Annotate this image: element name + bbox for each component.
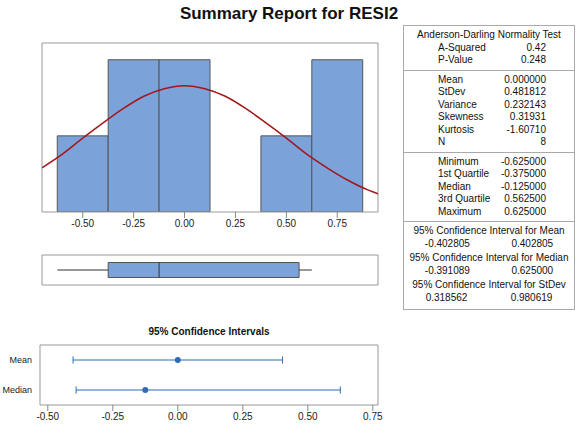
html-text:-0.391089: -0.391089 (424, 264, 470, 276)
html-text:StDev: StDev (438, 86, 466, 97)
html-text:0.248: 0.248 (521, 54, 546, 65)
html-text:A-Squared: A-Squared (438, 41, 486, 53)
html-text:Variance: Variance (438, 98, 477, 110)
html-text:95% Confidence Interval for St: 95% Confidence Interval for StDev (412, 279, 566, 290)
html-text:0.31931: 0.31931 (509, 111, 546, 122)
svg-text:0.00: 0.00 (175, 218, 195, 229)
svg-text:-0.50: -0.50 (36, 411, 59, 422)
svg-text:0.25: 0.25 (233, 411, 253, 422)
svg-text:0.75: 0.75 (363, 411, 383, 422)
svg-text:0.25: 0.25 (226, 218, 246, 229)
html-text:0.481812: 0.481812 (504, 86, 546, 97)
html-text:-0.625000: -0.625000 (501, 155, 546, 167)
html-text:Mean: Mean (438, 73, 463, 85)
html-text:-0.375000: -0.375000 (501, 168, 546, 179)
html-text:0.402805: 0.402805 (511, 237, 554, 249)
html-text:Kurtosis: Kurtosis (438, 123, 475, 135)
html-text:-0.125000: -0.125000 (501, 180, 546, 192)
svg-text:Median: Median (8, 385, 32, 395)
html-text:3rd Quartile: 3rd Quartile (438, 193, 491, 204)
html-text:8: 8 (540, 136, 546, 147)
html-text:0.42: 0.42 (526, 41, 546, 53)
svg-text:0.75: 0.75 (328, 218, 348, 229)
html-text:Minimum: Minimum (438, 155, 479, 167)
html-text:Skewness: Skewness (438, 111, 484, 122)
html-text:-1.60710: -1.60710 (506, 123, 546, 135)
html-text:0.562500: 0.562500 (504, 193, 546, 204)
html-text:P-Value: P-Value (438, 54, 473, 65)
svg-text:0.50: 0.50 (298, 411, 318, 422)
html-text:95% Confidence Interval for Me: 95% Confidence Interval for Mean (413, 225, 565, 236)
html-text:Summary Report for RESI2: Summary Report for RESI2 (179, 4, 399, 23)
html-text:Anderson-Darling Normality Tes: Anderson-Darling Normality Test (417, 29, 561, 40)
svg-text:-0.25: -0.25 (101, 411, 124, 422)
html-text:N: N (438, 136, 446, 147)
html-text:95% Confidence Intervals: 95% Confidence Intervals (148, 326, 270, 337)
svg-text:-0.50: -0.50 (71, 218, 94, 229)
svg-text:Mean: Mean (9, 355, 32, 365)
html-text:0.625000: 0.625000 (511, 264, 554, 276)
svg-text:0.50: 0.50 (277, 218, 297, 229)
html-text:0.980619: 0.980619 (510, 291, 553, 303)
html-text:1st Quartile: 1st Quartile (438, 168, 490, 179)
html-text:95% Confidence Interval for Me: 95% Confidence Interval for Median (409, 252, 569, 263)
svg-text:0.00: 0.00 (168, 411, 188, 422)
svg-text:-0.25: -0.25 (122, 218, 145, 229)
html-text:0.318562: 0.318562 (425, 291, 468, 303)
html-text:Median: Median (438, 180, 471, 192)
html-text:Maximum: Maximum (438, 205, 482, 217)
html-text:0.625000: 0.625000 (504, 205, 546, 217)
html-text:0.000000: 0.000000 (504, 73, 546, 85)
html-text:-0.402805: -0.402805 (424, 237, 470, 249)
html-text:0.232143: 0.232143 (504, 98, 546, 110)
